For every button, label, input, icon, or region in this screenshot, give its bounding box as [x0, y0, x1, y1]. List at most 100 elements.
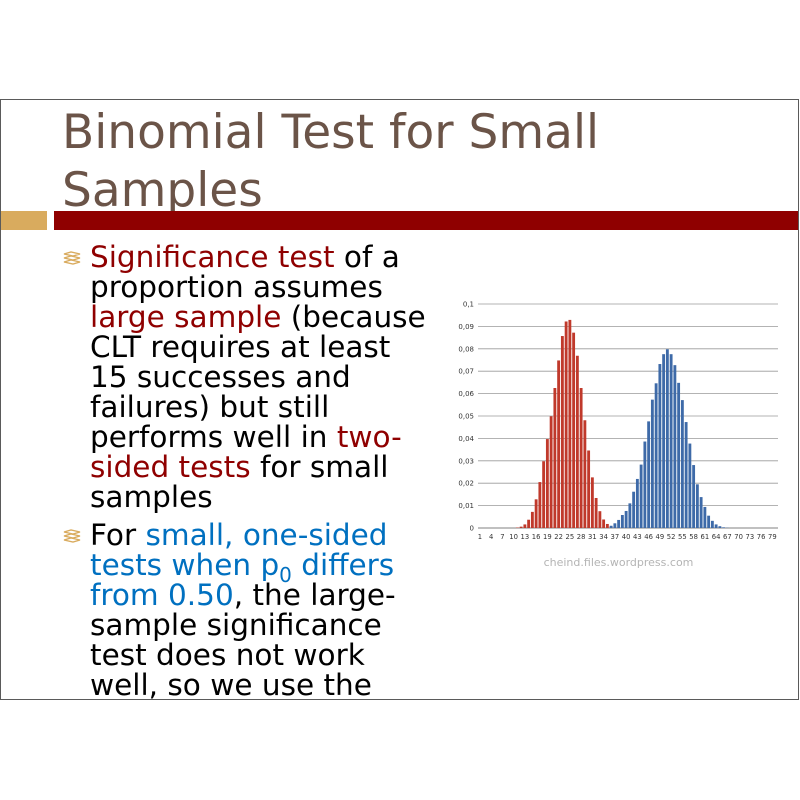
- chart-bar-series-1: [534, 499, 538, 528]
- chart-x-tick-label: 10: [509, 533, 518, 541]
- chart-bar-series-2: [710, 520, 714, 528]
- bullet-1-part-2: of a proportion assumes: [90, 240, 400, 304]
- chart-bar-series-1: [594, 497, 598, 528]
- chart-bar-series-1: [564, 321, 568, 528]
- slide-title-line-1: Binomial Test for Small: [62, 105, 600, 160]
- chart-x-tick-label: 58: [689, 533, 698, 541]
- chart-bar-series-2: [718, 526, 722, 528]
- chart-bar-series-2: [635, 478, 639, 528]
- chart-y-tick-label: 0,05: [458, 413, 474, 421]
- chart-bar-series-2: [669, 354, 673, 528]
- book-stack-icon: [63, 529, 81, 543]
- chart-bar-series-2: [703, 506, 707, 528]
- chart-bar-series-1: [572, 332, 576, 528]
- chart-gridlines: [478, 303, 778, 529]
- chart-bar-series-2: [639, 464, 643, 528]
- chart-y-tick-label: 0,03: [458, 457, 474, 465]
- chart-bar-series-1: [553, 388, 557, 528]
- chart-bar-series-2: [699, 497, 703, 528]
- chart-bar-series-1: [605, 523, 609, 528]
- chart-y-tick-label: 0,02: [458, 480, 474, 488]
- chart-bar-series-2: [609, 525, 613, 528]
- chart-bar-series-1: [583, 420, 587, 528]
- chart-x-tick-label: 31: [588, 533, 597, 541]
- chart-bar-series-1: [545, 439, 549, 528]
- chart-bar-series-2: [650, 399, 654, 528]
- chart-bar-series-2: [692, 465, 696, 528]
- chart-bar-series-2: [643, 441, 647, 528]
- chart-bar-series-2: [658, 364, 662, 528]
- chart-y-tick-label: 0: [470, 525, 474, 533]
- chart-bar-series-2: [654, 383, 658, 528]
- bullet-item-2: For small, one-sided tests when p0 diffe…: [63, 518, 433, 699]
- chart-bar-series-1: [538, 482, 542, 528]
- slide: Binomial Test for Small Samples Signific…: [0, 99, 799, 700]
- chart-bar-series-2: [613, 523, 617, 528]
- chart-x-tick-label: 37: [611, 533, 620, 541]
- chart-bar-series-2: [684, 422, 688, 528]
- chart-bar-series-1: [542, 461, 546, 528]
- chart-y-tick-label: 0,1: [463, 301, 474, 309]
- bullet-1-part-1: Significance test: [90, 240, 335, 274]
- bullet-2-part-4: differs from 0.50: [90, 548, 395, 612]
- chart-x-tick-label: 13: [521, 533, 530, 541]
- chart-x-tick-label: 19: [543, 533, 552, 541]
- chart-bar-series-2: [624, 510, 628, 528]
- chart-x-tick-label: 40: [622, 533, 631, 541]
- slide-title-line-2: Samples: [62, 163, 263, 218]
- chart-x-tick-label: 52: [667, 533, 676, 541]
- chart-x-tick-label: 28: [577, 533, 586, 541]
- chart-y-tick-label: 0,01: [458, 502, 474, 510]
- image-credit: cheind.files.wordpress.com: [543, 556, 694, 569]
- chart-bar-series-2: [688, 443, 692, 528]
- bullet-item-1: Significance test of a proportion assume…: [63, 242, 433, 512]
- chart-x-tick-label: 64: [712, 533, 721, 541]
- chart-x-tick-label: 46: [644, 533, 653, 541]
- chart-x-tick-label: 61: [701, 533, 710, 541]
- bullet-1-part-3: large sample: [90, 300, 282, 334]
- chart-bar-series-1: [523, 524, 527, 528]
- bullet-1-part-4: (because CLT requires at least 15 succes…: [90, 300, 426, 454]
- chart-bar-series-1: [579, 388, 583, 528]
- chart-bar-series-1: [575, 355, 579, 528]
- chart-x-tick-label: 49: [656, 533, 665, 541]
- chart-bar-series-2: [632, 491, 636, 528]
- chart-bar-series-2: [722, 527, 726, 528]
- bullet-1-part-5: two-sided tests: [90, 420, 402, 484]
- bullet-2-part-1: For: [90, 518, 146, 552]
- chart-x-tick-label: 22: [554, 533, 563, 541]
- chart-y-ticks: 0 0,01 0,02 0,03 0,04 0,05 0,06 0,07 0,08 0,09 0,1: [458, 301, 474, 533]
- book-stack-icon: [63, 251, 81, 265]
- chart-x-tick-label: 43: [633, 533, 642, 541]
- chart-y-tick-label: 0,09: [458, 323, 474, 331]
- chart-x-tick-label: 55: [678, 533, 687, 541]
- chart-x-tick-label: 1: [478, 533, 482, 541]
- chart-bar-series-1: [590, 477, 594, 528]
- bullet-text-1: Significance test of a proportion assume…: [63, 242, 433, 512]
- chart-bar-series-2: [695, 484, 699, 528]
- chart-bar-series-2: [662, 354, 666, 528]
- chart-bar-series-2: [620, 515, 624, 528]
- chart-bar-series-1: [530, 511, 534, 528]
- chart-bar-series-2: [680, 400, 684, 528]
- chart-bars: [515, 319, 729, 528]
- chart-bar-series-2: [677, 382, 681, 528]
- chart-y-tick-label: 0,06: [458, 390, 474, 398]
- bullet-2-part-2: small, one-sided tests when p: [90, 518, 388, 582]
- chart-bar-series-2: [714, 524, 718, 528]
- chart-bar-series-1: [587, 450, 591, 528]
- title-accent-bar-gold: [1, 211, 47, 230]
- chart-x-tick-label: 16: [532, 533, 541, 541]
- chart-bar-series-1: [557, 360, 561, 528]
- chart-bar-series-2: [628, 503, 632, 528]
- bullet-1-part-6: for small samples: [90, 450, 389, 514]
- chart-x-tick-label: 25: [566, 533, 575, 541]
- chart-x-tick-label: 7: [500, 533, 504, 541]
- chart-bar-series-2: [617, 519, 621, 528]
- chart-x-tick-label: 70: [734, 533, 743, 541]
- title-accent-bar-red: [54, 211, 798, 230]
- chart-bar-series-2: [647, 421, 651, 528]
- chart-bar-series-1: [568, 319, 572, 528]
- chart-x-tick-label: 73: [746, 533, 755, 541]
- chart-y-tick-label: 0,04: [458, 435, 474, 443]
